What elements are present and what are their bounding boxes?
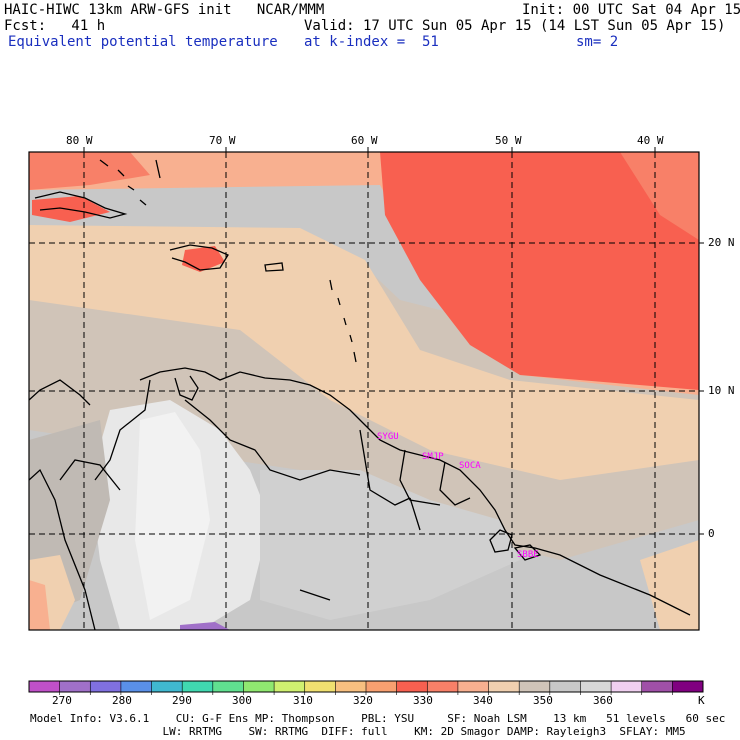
level-text: at k-index = 51 — [304, 34, 439, 50]
colorbar-swatch — [396, 681, 428, 692]
colorbar-swatch — [90, 681, 122, 692]
header-valid: Valid: 17 UTC Sun 05 Apr 15 (14 LST Sun … — [304, 18, 726, 34]
lat-label-0: 0 — [708, 527, 715, 540]
station-smjp: SMJP — [422, 452, 444, 462]
colorbar-swatch — [611, 681, 643, 692]
colorbar-swatch — [212, 681, 244, 692]
colorbar-swatch — [335, 681, 367, 692]
lon-label-60w: 60 W — [351, 134, 378, 147]
colorbar-swatch — [304, 681, 336, 692]
colorbar-swatch — [641, 681, 673, 692]
cb-label-360: 360 — [593, 694, 613, 707]
header-fcst: Fcst: 41 h — [4, 18, 106, 34]
colorbar-swatch — [59, 681, 91, 692]
tick-marks — [83, 147, 704, 535]
lon-label-40w: 40 W — [637, 134, 664, 147]
model-info-line1: Model Info: V3.6.1 CU: G-F Ens MP: Thomp… — [30, 712, 726, 725]
station-sygu: SYGU — [377, 432, 399, 442]
cb-label-270: 270 — [52, 694, 72, 707]
station-soca: SOCA — [459, 461, 481, 471]
lon-label-70w: 70 W — [209, 134, 236, 147]
colorbar-swatch — [182, 681, 214, 692]
colorbar-swatch — [519, 681, 551, 692]
colorbar-swatch — [488, 681, 520, 692]
colorbar-swatch — [243, 681, 275, 692]
cb-label-340: 340 — [473, 694, 493, 707]
lon-label-80w: 80 W — [66, 134, 93, 147]
cb-label-unit: K — [698, 694, 705, 707]
colorbar-swatch — [457, 681, 489, 692]
cb-label-330: 330 — [413, 694, 433, 707]
smoothing-text: sm= 2 — [576, 34, 619, 50]
field-name: Equivalent potential temperature — [8, 34, 278, 50]
lat-label-20n: 20 N — [708, 236, 735, 249]
lat-label-10n: 10 N — [708, 384, 735, 397]
colorbar-swatch — [120, 681, 152, 692]
cb-label-300: 300 — [232, 694, 252, 707]
header-title: HAIC-HIWC 13km ARW-GFS init NCAR/MMM — [4, 2, 325, 18]
colorbar-swatch — [580, 681, 612, 692]
model-info-line2: LW: RRTMG SW: RRTMG DIFF: full KM: 2D Sm… — [30, 725, 686, 738]
cb-label-350: 350 — [533, 694, 553, 707]
colorbar-swatch — [366, 681, 397, 692]
station-sbbe: SBBE — [517, 550, 539, 560]
lon-label-50w: 50 W — [495, 134, 522, 147]
cb-label-290: 290 — [172, 694, 192, 707]
colorbar-swatch — [274, 681, 306, 692]
cb-label-280: 280 — [112, 694, 132, 707]
colorbar-swatch — [549, 681, 581, 692]
theta-e-field — [29, 152, 699, 630]
colorbar-swatch — [151, 681, 183, 692]
colorbar-swatch — [29, 681, 60, 692]
colorbar — [28, 680, 704, 695]
cb-label-310: 310 — [293, 694, 313, 707]
map-frame — [28, 151, 700, 631]
coastlines — [29, 159, 691, 630]
cb-label-320: 320 — [353, 694, 373, 707]
header-init: Init: 00 UTC Sat 04 Apr 15 — [522, 2, 740, 18]
colorbar-swatch — [427, 681, 459, 692]
latlon-grid — [29, 152, 699, 630]
colorbar-swatch — [672, 681, 704, 692]
